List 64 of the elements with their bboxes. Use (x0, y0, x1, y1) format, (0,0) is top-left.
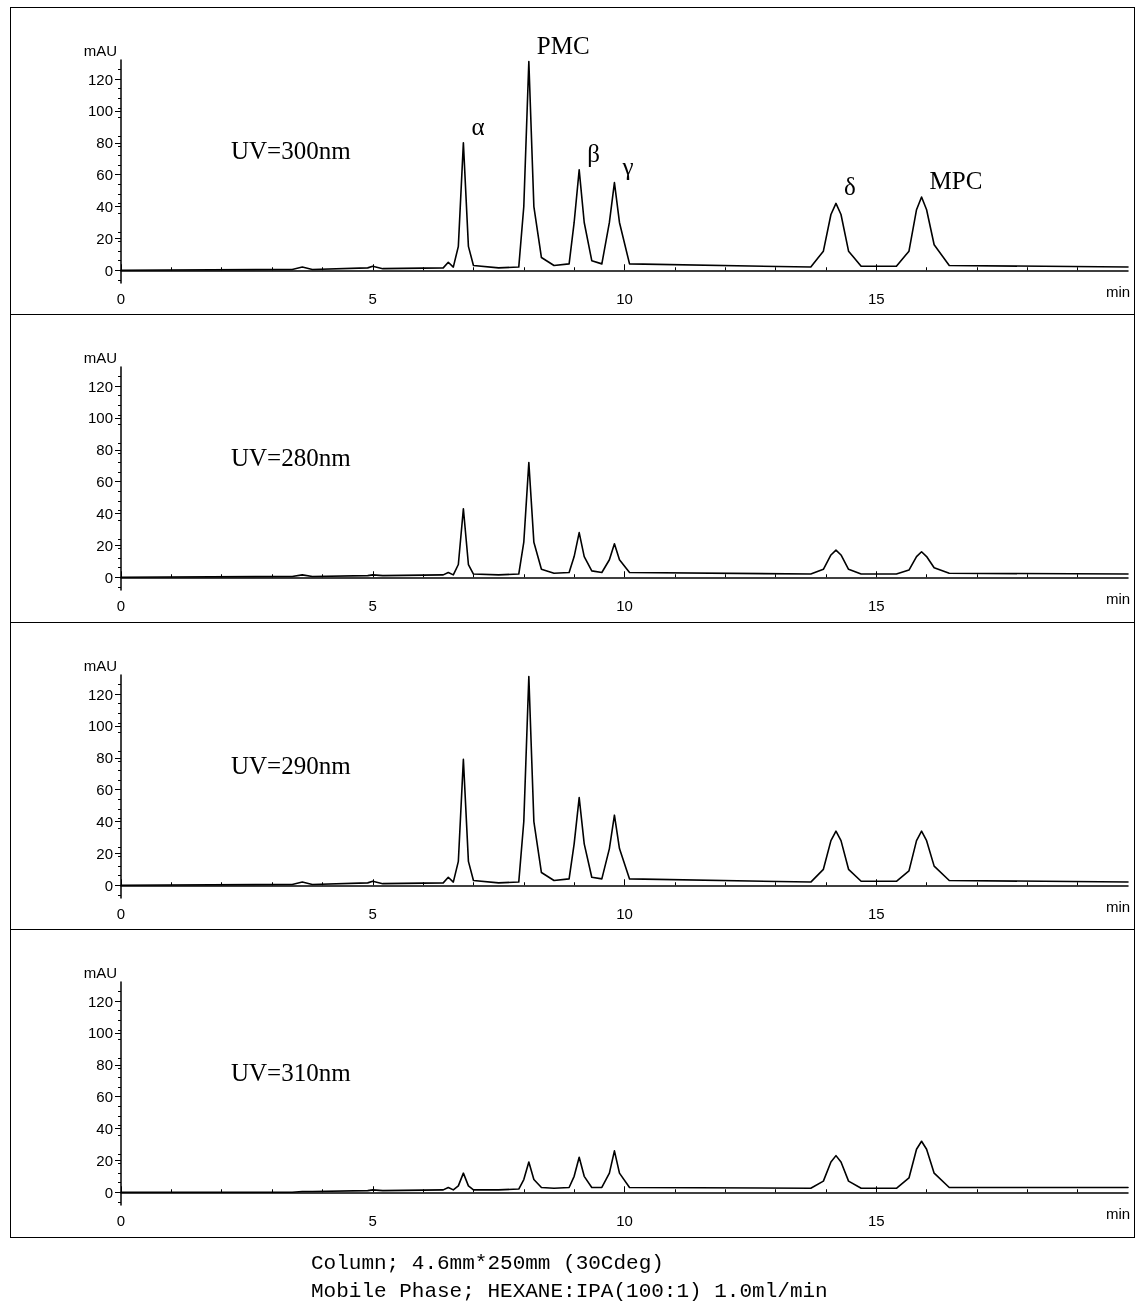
y-tick-label: 120 (87, 685, 113, 703)
annotation: UV=290nm (231, 751, 352, 779)
annotation: UV=300nm (231, 136, 352, 164)
x-tick-label: 5 (368, 1212, 377, 1229)
x-tick-label: 15 (867, 597, 885, 614)
y-tick-label: 0 (104, 261, 113, 279)
x-tick-label: 0 (116, 904, 126, 922)
annotation: UV=310nm (231, 1059, 352, 1086)
x-tick-label: 10 (616, 597, 633, 614)
y-tick-label: 0 (104, 876, 113, 894)
y-tick-label: 120 (87, 992, 113, 1010)
y-tick-label: 60 (96, 780, 113, 798)
x-tick-label: 0 (116, 597, 126, 614)
annotation: α (471, 112, 485, 140)
y-tick-label: 100 (87, 716, 113, 734)
text: Column; 4.6mm*250mm (30Cdeg) (311, 1251, 665, 1277)
y-tick-label: 100 (87, 101, 113, 119)
x-tick-label: 5 (368, 904, 377, 922)
annotation: β (587, 139, 600, 167)
y-tick-label: 20 (96, 844, 113, 862)
y-axis-title: mAU (83, 41, 117, 59)
y-axis-title: mAU (83, 349, 117, 366)
x-tick-label: 5 (368, 289, 377, 307)
y-tick-label: 80 (96, 133, 113, 151)
annotation: γ (621, 152, 634, 180)
y-tick-label: 60 (96, 473, 113, 491)
y-tick-label: 60 (96, 165, 113, 183)
x-tick-label: 15 (867, 904, 885, 922)
text: Mobile Phase; HEXANE:IPA(100:1) 1.0ml/min (311, 1279, 829, 1305)
x-tick-label: 0 (116, 289, 126, 307)
y-tick-label: 120 (87, 70, 113, 88)
x-axis-title: min (1106, 1205, 1131, 1223)
y-tick-label: 20 (96, 1151, 113, 1169)
y-tick-label: 40 (96, 812, 113, 830)
y-tick-label: 20 (96, 536, 113, 554)
x-tick-label: 10 (616, 289, 633, 307)
annotation: δ (843, 172, 856, 200)
x-tick-label: 15 (867, 1212, 885, 1229)
y-tick-label: 0 (104, 1183, 113, 1201)
y-axis-title: mAU (83, 656, 117, 674)
y-tick-label: 120 (87, 377, 113, 395)
y-tick-label: 60 (96, 1088, 113, 1106)
y-tick-label: 100 (87, 1024, 113, 1042)
y-tick-label: 40 (96, 1120, 113, 1138)
x-axis-title: min (1106, 897, 1131, 915)
y-tick-label: 20 (96, 229, 113, 247)
y-tick-label: 40 (96, 505, 113, 523)
x-tick-label: 5 (368, 597, 377, 614)
y-tick-label: 0 (104, 568, 113, 586)
x-axis-title: min (1106, 590, 1131, 608)
y-tick-label: 80 (96, 1056, 113, 1074)
y-axis-title: mAU (83, 964, 117, 981)
x-tick-label: 0 (116, 1212, 126, 1229)
y-tick-label: 80 (96, 441, 113, 459)
x-tick-label: 15 (867, 289, 885, 307)
y-tick-label: 100 (87, 409, 113, 427)
x-axis-title: min (1106, 282, 1131, 300)
x-tick-label: 10 (616, 1212, 633, 1229)
annotation: UV=280nm (231, 444, 352, 471)
x-tick-label: 10 (616, 904, 633, 922)
annotation: MPC (929, 166, 983, 194)
annotation: PMC (536, 31, 590, 59)
y-tick-label: 80 (96, 748, 113, 766)
y-tick-label: 40 (96, 197, 113, 215)
